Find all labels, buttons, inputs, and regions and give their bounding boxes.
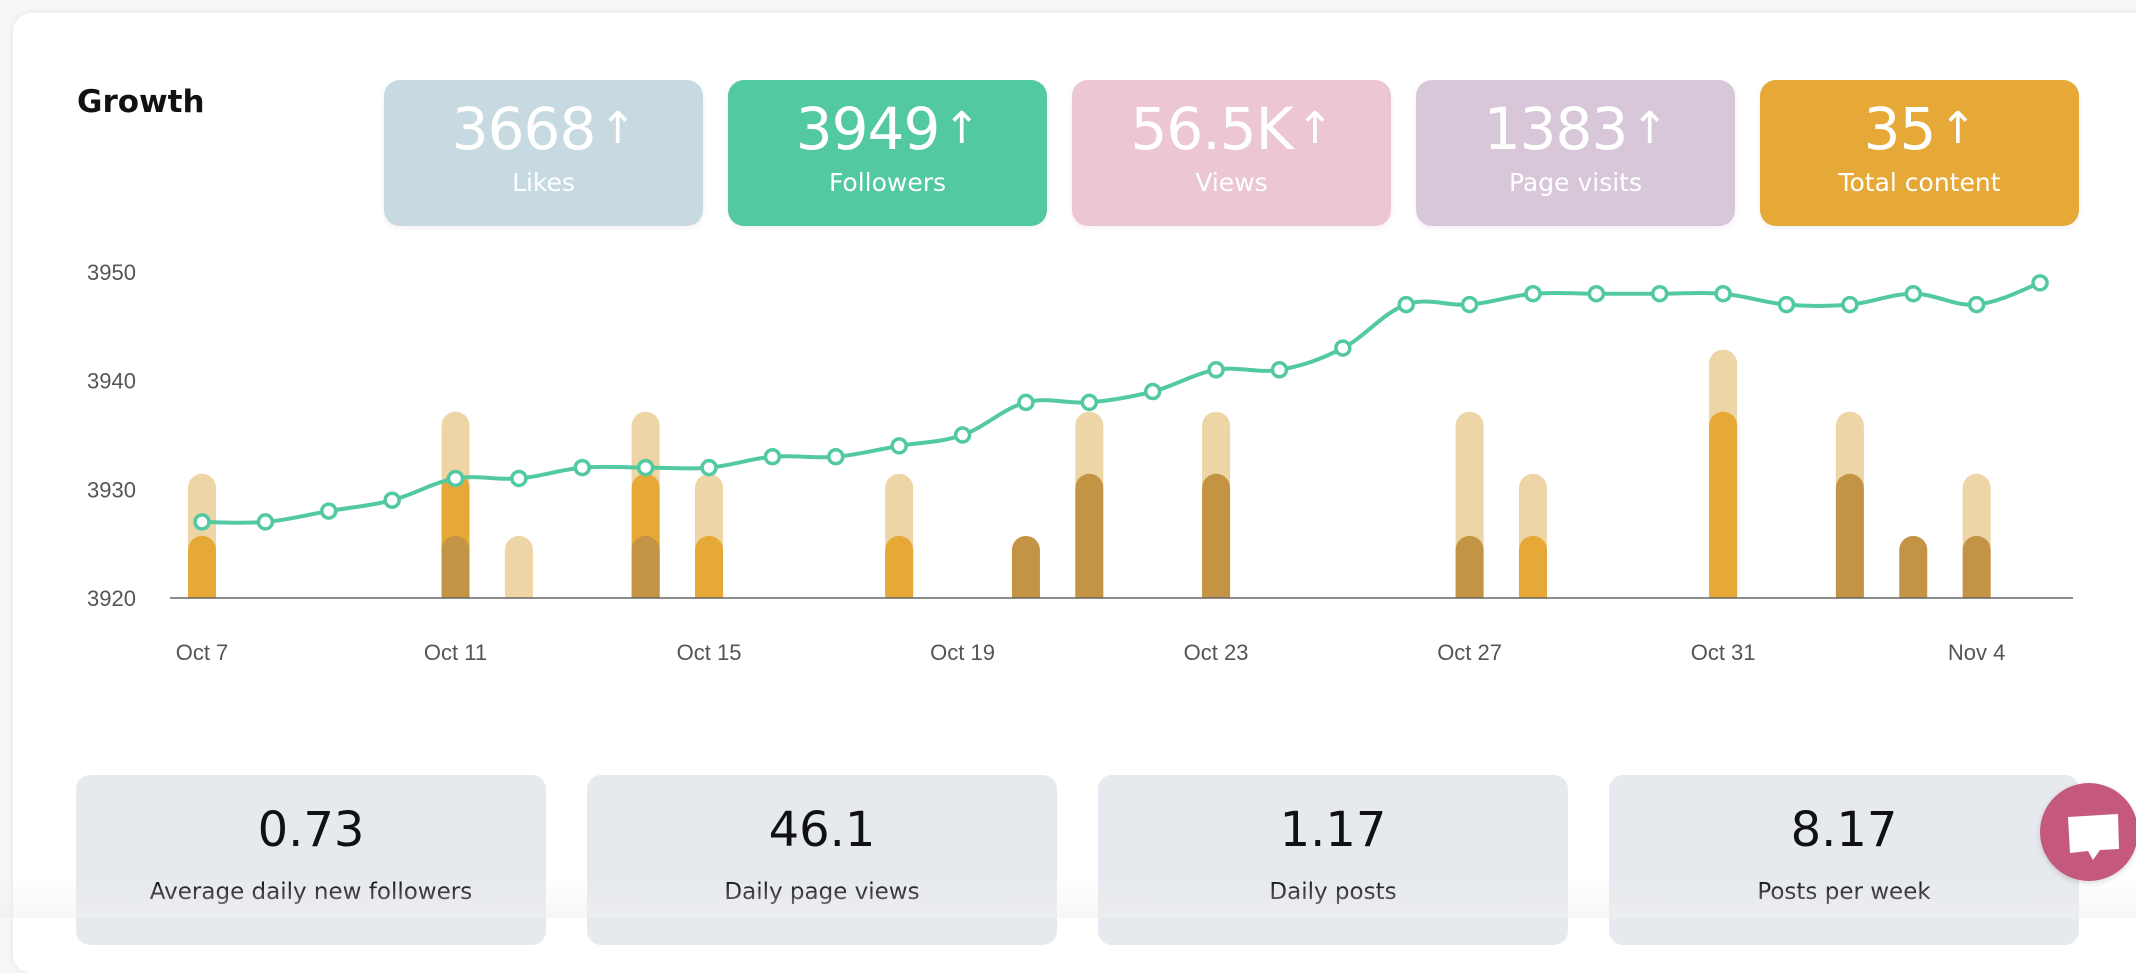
stat-card-followers: 3949↑ Followers: [728, 80, 1047, 226]
line-point: [320, 502, 338, 520]
bar-segment: [885, 535, 914, 598]
line-point: [193, 513, 211, 531]
line-point: [1777, 295, 1796, 314]
section-title: Growth: [77, 84, 205, 120]
kpi-label: Daily page views: [724, 879, 920, 905]
stat-value: 56.5K↑: [1072, 96, 1391, 162]
arrow-up-icon: ↑: [599, 103, 636, 154]
bar-segment: [504, 535, 533, 598]
growth-chart: 3920 3930 3940 3950 Oct 7 Oct 11 Oct 15 Oct 19 O…: [87, 260, 2073, 665]
line-point: [1270, 361, 1289, 379]
x-tick-label: Oct 27: [1437, 640, 1502, 665]
chat-button[interactable]: [2040, 783, 2136, 881]
stat-label: Followers: [828, 168, 947, 197]
line-point: [1967, 295, 1986, 314]
line-point: [763, 447, 782, 466]
x-tick-label: Oct 7: [176, 640, 229, 665]
x-tick-label: Oct 31: [1691, 640, 1756, 665]
stat-number: 3949: [795, 95, 941, 163]
arrow-up-icon: ↑: [1939, 103, 1976, 154]
bar-segment: [1962, 535, 1991, 598]
bar-segment: [1709, 411, 1738, 598]
stat-number: 1383: [1483, 95, 1629, 163]
stat-label: Page visits: [1508, 168, 1642, 197]
line-point: [636, 458, 655, 477]
y-tick-label: 3920: [87, 586, 136, 611]
kpi-label: Average daily new followers: [149, 879, 473, 905]
stat-number: 56.5K: [1130, 95, 1293, 163]
chat-bubble-icon: [2068, 814, 2119, 860]
line-point: [256, 513, 275, 531]
stat-label: Total content: [1838, 168, 2001, 197]
line-point: [1017, 393, 1035, 412]
followers-line: [201, 280, 2041, 525]
line-point: [890, 437, 908, 455]
arrow-up-icon: ↑: [1631, 103, 1668, 154]
bar-segment: [1835, 473, 1864, 598]
line-point: [1714, 284, 1732, 303]
kpi-card-posts-per-week: 8.17 Posts per week: [1609, 775, 2079, 945]
kpi-card-daily-page-views: 46.1 Daily page views: [587, 775, 1057, 945]
line-point: [1397, 295, 1415, 314]
stat-label: Views: [1195, 168, 1268, 197]
kpi-value: 8.17: [1790, 802, 1898, 858]
line-point: [1080, 393, 1099, 412]
stat-value: 1383↑: [1416, 96, 1735, 162]
stat-card-page-visits: 1383↑ Page visits: [1416, 80, 1735, 226]
line-point: [1841, 295, 1859, 314]
line-point: [1143, 382, 1162, 401]
line-point: [1524, 284, 1542, 303]
stat-number: 35: [1863, 95, 1937, 163]
stat-card-likes: 3668↑ Likes: [384, 80, 703, 226]
x-tick-label: Nov 4: [1948, 640, 2005, 665]
y-tick-label: 3940: [87, 369, 136, 394]
bar-segment: [1075, 473, 1104, 598]
arrow-up-icon: ↑: [1296, 103, 1334, 154]
x-tick-label: Oct 23: [1184, 640, 1249, 665]
x-tick-label: Oct 11: [424, 640, 487, 665]
kpi-value: 46.1: [768, 802, 876, 858]
bar-segment: [1518, 535, 1547, 598]
bar-segment: [695, 535, 724, 598]
stat-label: Likes: [512, 168, 575, 197]
line-point: [383, 491, 401, 509]
x-tick-label: Oct 19: [930, 640, 995, 665]
stat-value: 3949↑: [728, 96, 1047, 162]
bar-segment: [441, 535, 470, 598]
stat-card-views: 56.5K↑ Views: [1072, 80, 1391, 226]
stat-number: 3668: [451, 95, 597, 163]
kpi-value: 1.17: [1279, 802, 1387, 858]
kpi-value: 0.73: [257, 802, 365, 858]
stat-value: 3668↑: [384, 96, 703, 162]
line-point: [1334, 339, 1352, 357]
stat-value: 35↑: [1760, 96, 2079, 162]
arrow-up-icon: ↑: [943, 103, 980, 154]
line-point: [2031, 274, 2049, 292]
line-point: [827, 447, 845, 466]
line-point: [953, 426, 972, 444]
y-tick-label: 3930: [87, 477, 136, 502]
line-point: [1904, 284, 1923, 303]
bar-segment: [188, 535, 216, 598]
x-tick-label: Oct 15: [677, 640, 742, 665]
bar-segment: [1455, 535, 1484, 598]
kpi-card-daily-posts: 1.17 Daily posts: [1098, 775, 1568, 945]
bar-segment: [1011, 535, 1040, 598]
line-point: [700, 458, 718, 477]
bar-segment: [1899, 535, 1928, 598]
line-point: [1587, 284, 1606, 303]
y-tick-label: 3950: [87, 260, 136, 285]
line-point: [573, 458, 592, 477]
stat-card-total-content: 35↑ Total content: [1760, 80, 2079, 226]
line-point: [1207, 361, 1225, 379]
bar-segment: [1202, 473, 1231, 598]
kpi-label: Posts per week: [1757, 879, 1931, 905]
line-point: [510, 469, 528, 488]
kpi-card-avg-daily-followers: 0.73 Average daily new followers: [76, 775, 546, 945]
line-point: [1650, 284, 1669, 303]
line-point: [446, 469, 465, 488]
line-point: [1460, 295, 1479, 314]
bar-segment: [631, 535, 660, 598]
kpi-label: Daily posts: [1269, 879, 1397, 905]
